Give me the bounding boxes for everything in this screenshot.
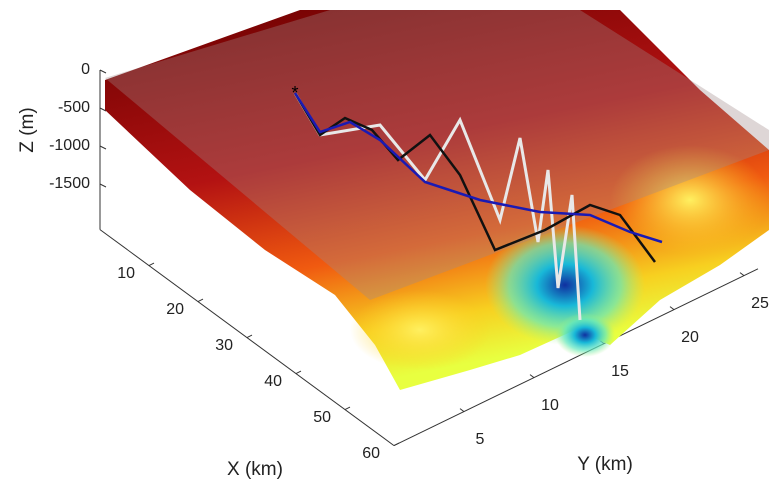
z-tick-label: -500 — [58, 99, 90, 116]
track-black — [293, 92, 657, 263]
reference-plane — [105, 10, 769, 300]
z-tick — [99, 69, 107, 74]
yellow-zone — [610, 145, 769, 255]
track-white — [293, 92, 582, 321]
surface: * — [105, 10, 769, 390]
y-tick-label: 5 — [476, 431, 485, 448]
z-tick — [99, 107, 107, 112]
y-tick-label: 25 — [751, 295, 769, 312]
x-tick — [344, 406, 351, 411]
z-axis-title: Z (m) — [17, 107, 38, 152]
x-tick — [148, 262, 155, 267]
y-axis-title: Y (km) — [577, 454, 633, 475]
x-tick-label: 30 — [215, 337, 233, 354]
trough — [485, 225, 645, 345]
x-tick — [295, 370, 302, 375]
z-tick — [99, 145, 107, 150]
y-tick — [459, 408, 465, 413]
z-tick — [99, 183, 107, 188]
x-axis-title: X (km) — [227, 459, 283, 480]
x-tick-label: 50 — [313, 409, 331, 426]
y-axis-line — [393, 268, 759, 447]
x-tick-label: 10 — [117, 265, 135, 282]
z-tick-label: -1000 — [49, 137, 90, 154]
trough — [555, 313, 615, 357]
y-tick — [529, 374, 535, 379]
z-tick-label: -1500 — [49, 175, 90, 192]
track-blue — [293, 92, 663, 244]
x-tick-label: 20 — [166, 301, 184, 318]
x-tick — [246, 334, 253, 339]
y-tick-label: 20 — [681, 329, 699, 346]
z-tick-label: 0 — [81, 61, 90, 78]
y-tick-label: 15 — [611, 363, 629, 380]
y-tick — [669, 306, 675, 311]
y-tick — [739, 272, 745, 277]
start-marker: * — [291, 83, 298, 103]
yellow-zone — [350, 290, 490, 370]
x-tick-label: 60 — [362, 445, 380, 462]
x-tick-label: 40 — [264, 373, 282, 390]
x-tick — [197, 298, 204, 303]
y-tick-label: 10 — [541, 397, 559, 414]
x-tick — [393, 442, 400, 447]
